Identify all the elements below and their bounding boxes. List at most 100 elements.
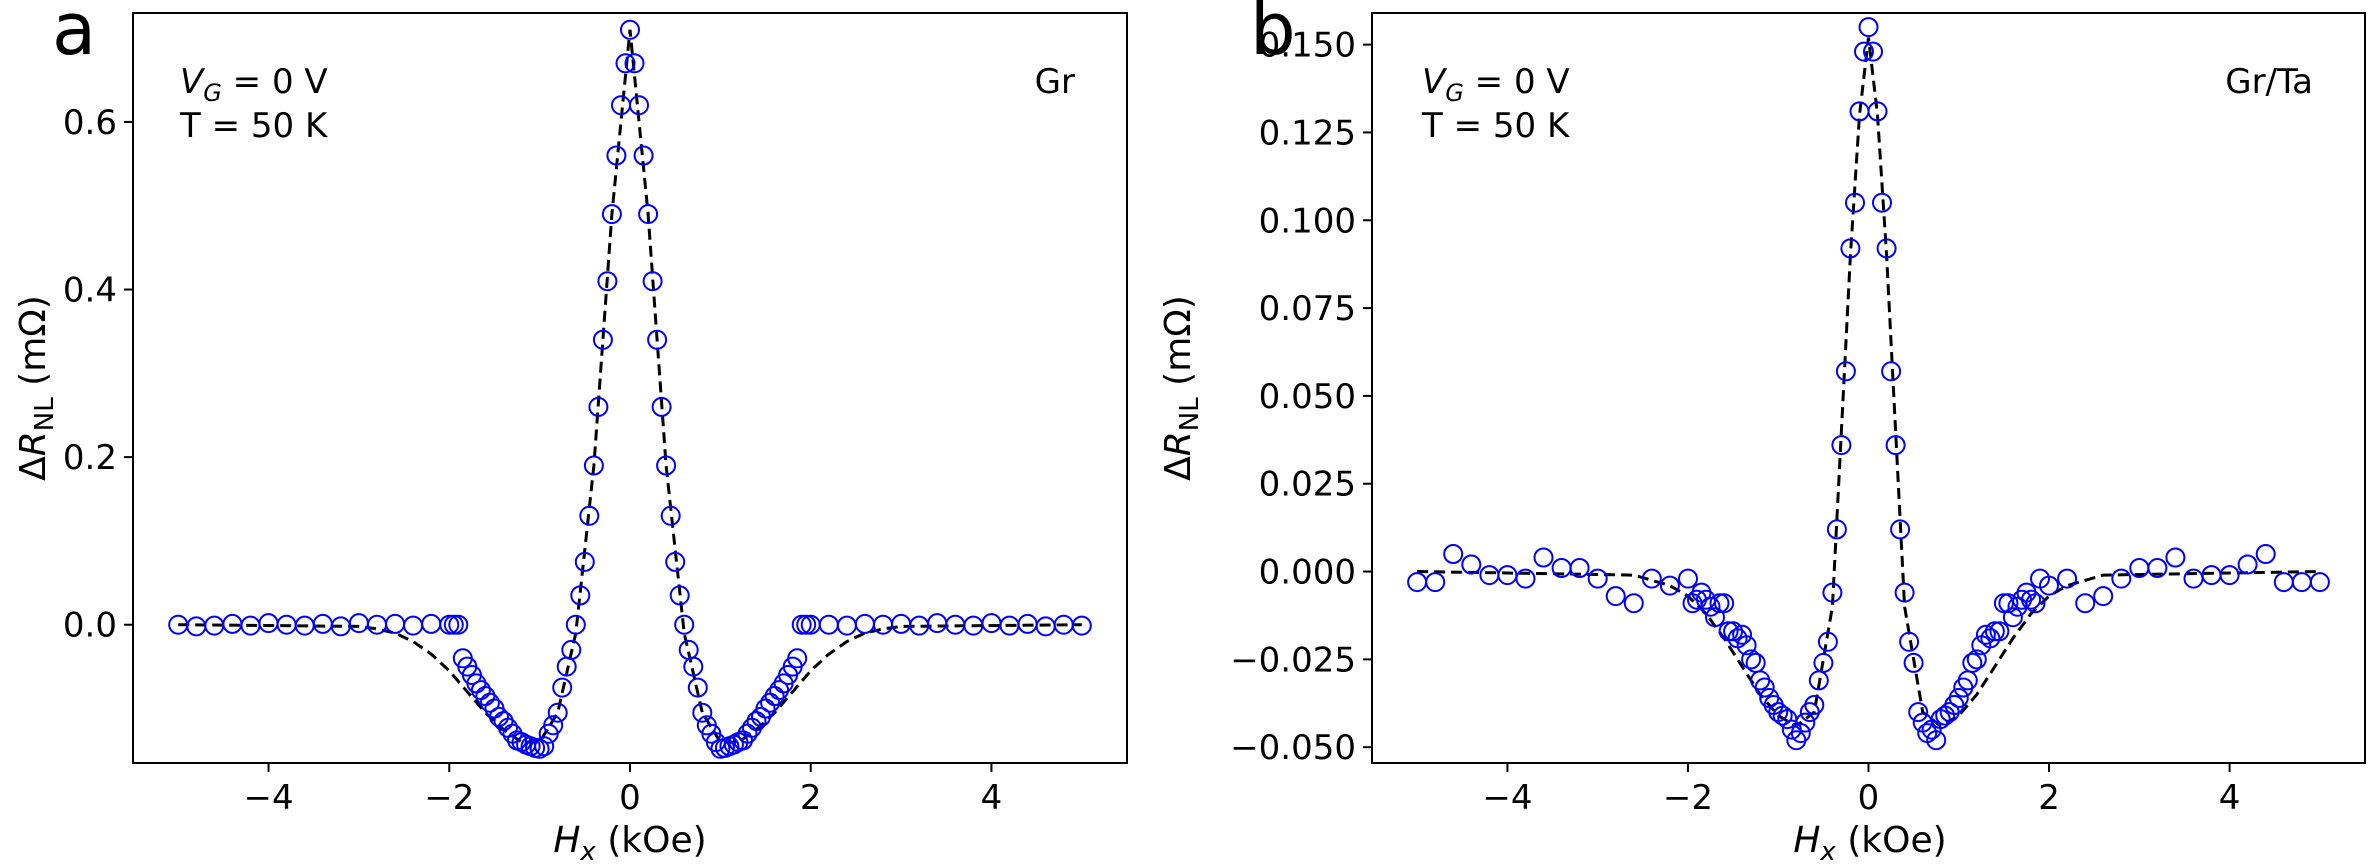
panel-a-data-point xyxy=(601,204,622,225)
panel-b-data-point xyxy=(1908,702,1929,723)
panel-b-data-point xyxy=(1863,41,1883,62)
panel-a-yticks: 0.0 0.2 0.4 0.6 xyxy=(63,103,133,646)
panel-b-ytick-label: 0.025 xyxy=(1259,465,1356,505)
panel-b-data-point xyxy=(1845,192,1865,213)
panel-b-xtick-label: 2 xyxy=(2038,778,2060,818)
panel-b-data-point xyxy=(1885,435,1906,456)
panel-a-data-point xyxy=(588,396,609,417)
panel-b-data-point xyxy=(1705,607,1725,628)
panel-b-data-point xyxy=(2147,558,2168,578)
panel-b-fit-curve xyxy=(1417,37,2320,728)
panel-a-data-point xyxy=(669,585,690,606)
panel-b-data-point xyxy=(1989,621,2010,642)
panel-a-data-point xyxy=(891,613,912,634)
panel-a: a −4 −2 0 2 4 0.0 0.2 0.4 0.6 VG = 0 V T = 50 K… xyxy=(13,0,1128,867)
panel-a-data-markers xyxy=(168,19,1092,759)
panel-b-data-point xyxy=(1975,624,1996,645)
panel-b-data-point xyxy=(1497,565,1518,586)
panel-a-data-point xyxy=(529,738,550,759)
panel-b-data-point xyxy=(2237,554,2258,575)
panel-a-data-point xyxy=(547,702,568,723)
panel-b-data-point xyxy=(1772,705,1793,726)
panel-b-data-point xyxy=(1741,649,1762,670)
panel-b-data-point xyxy=(1899,631,1920,652)
panel-b-temperature: T = 50 K xyxy=(1421,106,1571,146)
panel-b-data-point xyxy=(1443,544,1464,564)
panel-b-data-point xyxy=(2309,572,2330,593)
panel-b-ytick-label: 0.125 xyxy=(1259,113,1356,153)
panel-a-xlabel: Hx (kOe) xyxy=(553,820,706,867)
panel-b-data-point xyxy=(1736,635,1757,656)
panel-a-data-point xyxy=(348,613,369,634)
panel-b-data-point xyxy=(2219,565,2240,586)
panel-b-data-point xyxy=(1804,695,1825,715)
panel-b-ytick-label: 0.075 xyxy=(1259,289,1356,329)
panel-a-data-point xyxy=(606,145,627,166)
panel-a-ytick-label: 0.0 xyxy=(63,606,117,646)
panel-a-data-point xyxy=(687,677,708,698)
panel-b-fit-line xyxy=(1417,37,2320,728)
panel-a-data-point xyxy=(642,271,663,292)
panel-b-data-point xyxy=(2075,593,2096,614)
panel-b-data-point xyxy=(1790,723,1811,744)
panel-a-data-point xyxy=(258,613,279,634)
panel-a-xtick-label: −4 xyxy=(243,778,293,818)
panel-b-data-point xyxy=(1948,688,1969,708)
panel-b-data-point xyxy=(1835,361,1856,382)
panel-a-ylabel: ΔRNL (mΩ) xyxy=(13,295,60,481)
panel-b-ytick-label: −0.050 xyxy=(1230,728,1356,768)
panel-a-data-point xyxy=(1071,615,1092,636)
panel-b-data-point xyxy=(1831,435,1852,456)
panel-a-data-point xyxy=(818,614,839,635)
panel-a-data-point xyxy=(597,271,618,292)
panel-b-data-point xyxy=(2291,572,2312,593)
panel-b-data-point xyxy=(1854,41,1874,62)
panel-b-data-point xyxy=(1754,677,1775,698)
panel-a-data-point xyxy=(592,329,613,350)
panel-b-data-point xyxy=(1407,572,1428,593)
panel-a-data-point xyxy=(638,204,659,225)
panel-b-data-point xyxy=(2002,607,2023,628)
panel-a-data-point xyxy=(927,613,948,634)
panel-b-data-point xyxy=(1515,568,1536,589)
panel-b-data-point xyxy=(1966,649,1987,670)
panel-b-data-point xyxy=(1678,568,1698,589)
panel-b-data-point xyxy=(1587,568,1608,589)
panel-a-data-point xyxy=(633,145,654,166)
panel-a-fit-line xyxy=(178,29,1082,744)
panel-b-xtick-label: 0 xyxy=(1858,778,1880,818)
panel-b-data-point xyxy=(1962,652,1983,673)
panel-a-ytick-label: 0.4 xyxy=(63,271,117,311)
panel-a-data-point xyxy=(873,614,893,635)
panel-a-data-point xyxy=(674,614,695,635)
panel-a-data-point xyxy=(836,615,857,636)
panel-b-data-point xyxy=(1425,572,1446,593)
panel-b-data-point xyxy=(1714,593,1735,614)
panel-b-data-markers xyxy=(1407,17,2330,751)
panel-a-data-point xyxy=(620,19,640,40)
panel-a-data-point xyxy=(660,505,681,526)
panel-a-data-point xyxy=(583,455,604,476)
panel-b-xlabel: Hx (kOe) xyxy=(1793,820,1946,867)
panel-b-xticks: −4 −2 0 2 4 xyxy=(1482,763,2240,818)
panel-a-xtick-label: 4 xyxy=(981,778,1003,818)
panel-b-data-point xyxy=(2201,565,2222,586)
panel-b-data-point xyxy=(2273,572,2294,593)
panel-a-data-point xyxy=(647,329,668,350)
panel-b-data-point xyxy=(1876,238,1897,259)
panel-b-ytick-label: −0.025 xyxy=(1230,640,1356,680)
panel-b-data-point xyxy=(1890,519,1911,540)
panel-a-data-point xyxy=(511,732,532,753)
panel-a-data-point xyxy=(629,95,649,116)
panel-b-ytick-label: 0.150 xyxy=(1259,26,1356,66)
panel-b-data-point xyxy=(1894,582,1915,603)
panel-a-data-point xyxy=(565,614,586,635)
panel-b-ytick-label: 0.050 xyxy=(1259,377,1356,417)
panel-b-data-point xyxy=(2021,589,2041,610)
panel-a-data-point xyxy=(385,613,406,634)
panel-a-data-point xyxy=(534,736,555,757)
panel-b-ytick-label: 0.000 xyxy=(1259,553,1356,593)
panel-b-data-point xyxy=(1984,621,2005,642)
panel-a-data-point xyxy=(312,613,333,634)
panel-b-data-point xyxy=(1623,593,1644,614)
